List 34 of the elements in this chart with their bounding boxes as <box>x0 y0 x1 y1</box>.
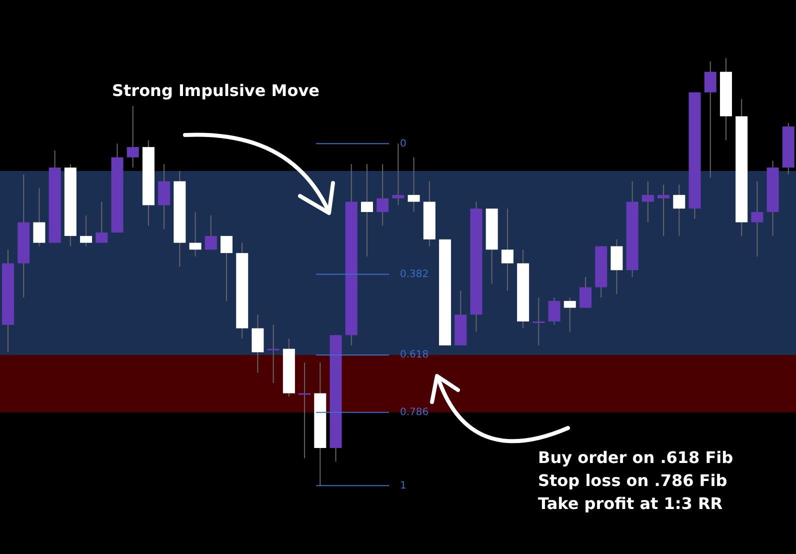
candlestick <box>408 156 420 213</box>
candlestick <box>158 164 170 230</box>
candlestick <box>220 235 233 302</box>
candlestick <box>548 297 560 326</box>
candlestick <box>751 180 764 257</box>
candlestick <box>642 180 654 223</box>
candlestick <box>532 297 545 346</box>
candlestick <box>704 61 716 178</box>
y-tick-label: 0.382 <box>400 269 429 280</box>
candlestick <box>376 164 389 226</box>
candlestick <box>564 297 576 332</box>
candlestick <box>33 188 46 247</box>
annotation: Strong Impulsive Move <box>112 81 320 100</box>
y-tick-label: 1 <box>400 480 406 492</box>
candlestick <box>360 164 373 257</box>
candlestick <box>189 212 202 257</box>
candlestick <box>579 276 592 308</box>
y-tick-label: 0.618 <box>400 350 429 361</box>
y-tick-label: 0 <box>400 138 406 150</box>
annotation: Take profit at 1:3 RR <box>538 493 724 515</box>
candlestick <box>80 214 92 247</box>
candlestick <box>96 201 108 244</box>
annotation: Stop loss on .786 Fib <box>538 470 728 492</box>
candlestick <box>658 184 670 236</box>
candlestick <box>126 106 139 168</box>
candlestick <box>252 314 264 374</box>
candlestick <box>673 184 686 236</box>
candlestick <box>267 324 280 384</box>
y-tick-label: 0.786 <box>400 407 429 418</box>
candlestick <box>204 214 217 250</box>
candlestick <box>298 362 311 459</box>
candlestick <box>501 208 514 292</box>
candlestick <box>610 238 623 295</box>
annotation: Buy order on .618 Fib <box>538 447 734 469</box>
